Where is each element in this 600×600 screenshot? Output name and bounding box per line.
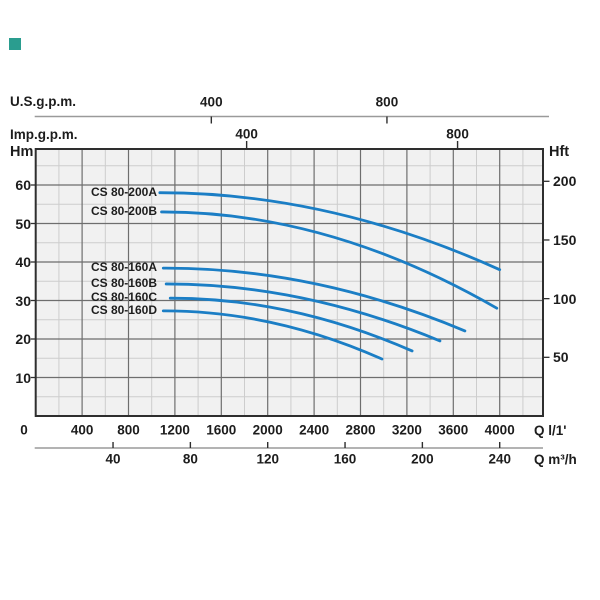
pump-curve: [160, 210, 499, 310]
hm-tick-label: 10: [15, 369, 31, 386]
lmin-tick-label: 3600: [438, 422, 469, 438]
pump-curve: [161, 266, 467, 333]
lmin-tick-label: 400: [70, 422, 94, 438]
lmin-tick-label: 3200: [391, 422, 422, 438]
axis-title-q-m3h: Q m³/h: [534, 452, 577, 467]
axis-title-q-lmin: Q l/1': [534, 423, 567, 438]
hft-tick-label: 200: [553, 173, 577, 190]
hft-tick-label: 50: [553, 349, 569, 366]
lmin-tick-label: 1200: [159, 422, 190, 438]
lmin-tick-label: 800: [117, 422, 140, 438]
hm-tick-label: 20: [15, 331, 31, 347]
pump-curve: [164, 282, 442, 343]
brand-marker-square: [9, 38, 21, 50]
hm-tick-label: 40: [15, 254, 31, 270]
hm-tick-label: 60: [15, 177, 31, 193]
axis-title-imp-gpm: Imp.g.p.m.: [10, 127, 78, 142]
curve-label: CS 80-160D: [90, 302, 157, 317]
plot-frame: [34, 148, 544, 417]
m3h-tick-label: 120: [256, 451, 279, 467]
pump-curve: [161, 309, 384, 361]
lmin-tick-label: 0: [20, 422, 28, 438]
imp-gpm-tick-label: 400: [235, 126, 258, 142]
plot-background: [35, 149, 543, 416]
hm-tick-label: 30: [15, 292, 31, 309]
pump-curve: [168, 296, 414, 353]
axis-title-us-gpm: U.S.g.p.m.: [10, 94, 77, 109]
m3h-tick-label: 160: [333, 451, 357, 467]
lmin-tick-label: 2400: [299, 422, 330, 438]
m3h-tick-label: 80: [182, 451, 198, 467]
hm-tick-label: 50: [15, 215, 31, 232]
us-gpm-tick-label: 800: [375, 94, 399, 110]
lmin-tick-label: 4000: [484, 422, 515, 438]
lmin-tick-label: 2000: [252, 422, 283, 438]
m3h-tick-label: 240: [488, 451, 511, 467]
m3h-tick-label: 40: [105, 451, 121, 467]
pump-curve: [158, 191, 502, 272]
us-gpm-tick-label: 400: [200, 94, 223, 110]
curve-label: CS 80-160A: [90, 260, 157, 275]
hft-tick-label: 150: [553, 231, 577, 248]
axis-title-hft: Hft: [549, 144, 570, 160]
lmin-tick-label: 1600: [206, 422, 237, 438]
curve-label: CS 80-160B: [90, 275, 157, 290]
curve-label: CS 80-200A: [90, 184, 157, 199]
imp-gpm-tick-label: 800: [446, 126, 469, 142]
m3h-tick-label: 200: [411, 451, 434, 467]
axis-title-hm: Hm: [10, 144, 34, 160]
curve-label: CS 80-200B: [90, 203, 157, 218]
lmin-tick-label: 2800: [345, 422, 376, 438]
hft-tick-label: 100: [553, 290, 577, 307]
curve-label: CS 80-160C: [90, 290, 157, 305]
